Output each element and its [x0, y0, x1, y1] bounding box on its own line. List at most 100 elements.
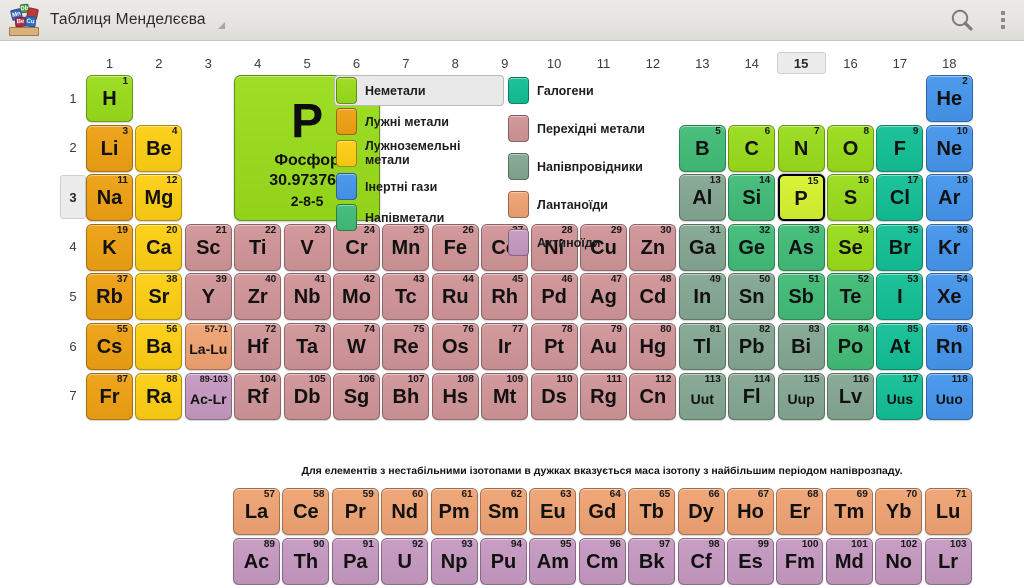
element-cell-S[interactable]: 16 S [827, 174, 874, 222]
group-header-17[interactable]: 17 [892, 55, 908, 71]
element-cell-Db[interactable]: 105 Db [283, 372, 331, 420]
element-cell-Kr[interactable]: 36 Kr [925, 223, 973, 271]
element-cell-Se[interactable]: 34 Se [827, 223, 874, 271]
element-cell-Uup[interactable]: 115 Uup [777, 372, 825, 420]
element-cell-Bh[interactable]: 107 Bh [382, 372, 430, 420]
element-cell-Zn[interactable]: 30 Zn [629, 223, 677, 271]
legend-item-alkali[interactable]: Лужні метали [336, 108, 449, 135]
element-cell-Si[interactable]: 14 Si [728, 174, 776, 222]
element-cell-Cd[interactable]: 48 Cd [629, 273, 677, 321]
element-cell-Os[interactable]: 76 Os [431, 323, 479, 370]
group-header-3[interactable]: 3 [204, 55, 212, 71]
element-cell-La[interactable]: 57 La [233, 488, 280, 535]
legend-item-inert[interactable]: Інертні гази [336, 173, 437, 200]
element-cell-Dy[interactable]: 66 Dy [677, 488, 725, 535]
period-header-1[interactable]: 1 [69, 90, 77, 106]
group-header-4[interactable]: 4 [254, 55, 262, 71]
legend-item-halogen[interactable]: Галогени [508, 77, 594, 104]
element-cell-Ru[interactable]: 44 Ru [431, 273, 479, 321]
element-cell-Hf[interactable]: 72 Hf [234, 323, 282, 370]
period-header-4[interactable]: 4 [69, 239, 77, 255]
group-header-9[interactable]: 9 [501, 55, 509, 71]
element-cell-Rn[interactable]: 86 Rn [925, 323, 973, 370]
element-cell-Fm[interactable]: 100 Fm [776, 537, 824, 585]
element-cell-Tc[interactable]: 43 Tc [382, 273, 430, 321]
element-cell-Fe[interactable]: 26 Fe [431, 223, 479, 271]
element-cell-Tl[interactable]: 81 Tl [678, 323, 726, 370]
element-cell-Na[interactable]: 11 Na [86, 174, 133, 222]
period-header-2[interactable]: 2 [69, 140, 77, 156]
element-cell-Zr[interactable]: 40 Zr [234, 273, 282, 321]
element-cell-Tb[interactable]: 65 Tb [628, 488, 676, 535]
group-header-13[interactable]: 13 [695, 55, 710, 71]
element-cell-U[interactable]: 92 U [381, 537, 429, 585]
period-header-5[interactable]: 5 [69, 288, 77, 304]
element-cell-In[interactable]: 49 In [678, 273, 726, 321]
element-cell-Ge[interactable]: 32 Ge [728, 223, 776, 271]
dropdown-caret-icon[interactable] [217, 21, 225, 29]
legend-item-actinide[interactable]: Актиноїди [508, 229, 600, 256]
element-cell-Eu[interactable]: 63 Eu [529, 488, 577, 535]
legend-item-nonmetal[interactable]: Неметали [334, 75, 504, 106]
element-cell-Ac[interactable]: 89 Ac [233, 537, 280, 585]
element-cell-Sm[interactable]: 62 Sm [480, 488, 527, 535]
element-cell-No[interactable]: 102 No [875, 537, 923, 585]
group-header-15[interactable]: 15 [776, 52, 826, 74]
element-cell-Pb[interactable]: 82 Pb [728, 323, 776, 370]
element-cell-Fl[interactable]: 114 Fl [728, 372, 776, 420]
group-header-11[interactable]: 11 [596, 55, 611, 71]
element-cell-Y[interactable]: 39 Y [184, 273, 232, 321]
element-cell-Ce[interactable]: 58 Ce [282, 488, 330, 535]
element-cell-Cu[interactable]: 29 Cu [580, 223, 627, 271]
element-cell-Cs[interactable]: 55 Cs [86, 323, 133, 370]
group-header-12[interactable]: 12 [645, 55, 661, 71]
element-cell-Hg[interactable]: 80 Hg [629, 323, 677, 370]
element-cell-Mg[interactable]: 12 Mg [135, 174, 183, 222]
element-cell-Rb[interactable]: 37 Rb [86, 273, 133, 321]
element-cell-Re[interactable]: 75 Re [382, 323, 430, 370]
element-cell-V[interactable]: 23 V [283, 223, 331, 271]
element-cell-As[interactable]: 33 As [777, 223, 825, 271]
element-cell-Md[interactable]: 101 Md [825, 537, 873, 585]
element-cell-Po[interactable]: 84 Po [827, 323, 874, 370]
element-cell-Uuo[interactable]: 118 Uuo [925, 372, 973, 420]
element-cell-Ca[interactable]: 20 Ca [135, 223, 183, 271]
element-cell-Pt[interactable]: 78 Pt [530, 323, 578, 370]
period-header-3[interactable]: 3 [60, 175, 86, 220]
period-header-6[interactable]: 6 [69, 338, 77, 354]
element-cell-Ta[interactable]: 73 Ta [283, 323, 331, 370]
element-cell-Pa[interactable]: 91 Pa [331, 537, 379, 585]
element-cell-Ra[interactable]: 88 Ra [135, 372, 183, 420]
element-cell-Au[interactable]: 79 Au [580, 323, 627, 370]
element-cell-Ne[interactable]: 10 Ne [925, 124, 973, 172]
element-cell-Bi[interactable]: 83 Bi [777, 323, 825, 370]
element-cell-Sb[interactable]: 51 Sb [777, 273, 825, 321]
element-cell-Lu[interactable]: 71 Lu [924, 488, 972, 535]
element-cell-Rg[interactable]: 111 Rg [580, 372, 627, 420]
element-cell-Pu[interactable]: 94 Pu [480, 537, 527, 585]
element-cell-Uus[interactable]: 117 Uus [876, 372, 924, 420]
element-cell-Sc[interactable]: 21 Sc [184, 223, 232, 271]
element-cell-Cn[interactable]: 112 Cn [629, 372, 677, 420]
element-cell-Fr[interactable]: 87 Fr [86, 372, 133, 420]
group-header-5[interactable]: 5 [303, 55, 311, 71]
element-cell-Sg[interactable]: 106 Sg [333, 372, 380, 420]
element-cell-Cf[interactable]: 98 Cf [677, 537, 725, 585]
legend-item-lanthanide[interactable]: Лантаноїди [508, 191, 608, 218]
element-cell-K[interactable]: 19 K [86, 223, 133, 271]
legend-item-alkaline[interactable]: Лужноземельні метали [336, 139, 460, 167]
element-cell-Cl[interactable]: 17 Cl [876, 174, 924, 222]
element-cell-Am[interactable]: 95 Am [529, 537, 577, 585]
legend-item-transition[interactable]: Перехідні метали [508, 115, 645, 142]
element-cell-Lr[interactable]: 103 Lr [924, 537, 972, 585]
element-cell-Be[interactable]: 4 Be [135, 124, 183, 172]
group-header-7[interactable]: 7 [402, 55, 410, 71]
element-cell-Mo[interactable]: 42 Mo [333, 273, 380, 321]
element-cell-Rh[interactable]: 45 Rh [481, 273, 529, 321]
element-cell-Lv[interactable]: 116 Lv [827, 372, 874, 420]
element-cell-Ar[interactable]: 18 Ar [925, 174, 973, 222]
overflow-menu-icon[interactable] [988, 0, 1018, 41]
